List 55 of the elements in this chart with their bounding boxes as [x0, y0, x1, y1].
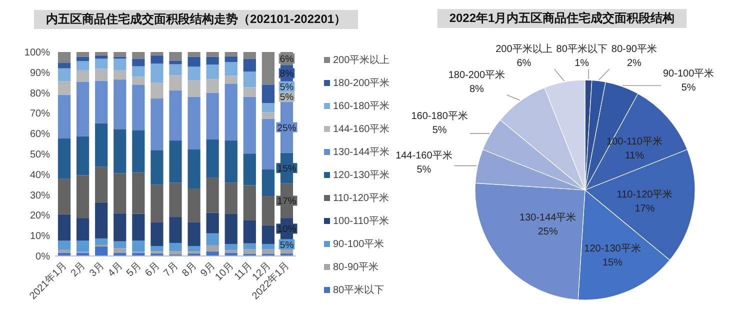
legend-label: 80-90平米 — [333, 261, 379, 273]
y-tick-label: 80% — [30, 88, 50, 100]
data-label: 15% — [277, 164, 297, 175]
y-tick-label: 20% — [30, 210, 50, 222]
y-tick-label: 70% — [30, 108, 50, 120]
legend-label: 80平米以下 — [333, 284, 384, 296]
legend-label: 180-200平米 — [333, 77, 390, 89]
y-tick-label: 40% — [30, 170, 50, 181]
legend-label: 100-110平米 — [333, 215, 389, 227]
data-label: 8% — [469, 84, 484, 95]
y-tick-label: 50% — [30, 150, 50, 160]
legend-label: 120-130平米 — [333, 169, 390, 181]
legend-label: 144-160平米 — [333, 123, 390, 135]
data-label: 5% — [681, 82, 696, 94]
x-tick-label: 8月 — [180, 260, 200, 280]
slice-label: 160-180平米 — [411, 110, 468, 122]
data-label: 5% — [280, 82, 294, 93]
y-tick-label: 100% — [24, 48, 50, 58]
data-label: 17% — [277, 196, 297, 208]
slice-label: 80-90平米 — [611, 43, 658, 56]
legend-label: 90-100平米 — [333, 238, 384, 250]
chart-title: 内五区商品住宅成交面积段结构走势（202101-202201） — [46, 12, 346, 26]
x-tick-label: 6月 — [143, 260, 162, 280]
slice-label: 90-100平米 — [663, 68, 714, 80]
legend-label: 130-144平米 — [333, 146, 390, 158]
data-label: 6% — [516, 58, 532, 70]
slice-label: 200平米以上 — [496, 43, 552, 56]
slice-label: 180-200平米 — [448, 68, 506, 81]
slice-label: 80平米以下 — [556, 43, 608, 56]
data-label: 1% — [574, 58, 590, 70]
y-tick-label: 0% — [36, 252, 50, 262]
data-label: 5% — [416, 164, 432, 176]
x-tick-label: 5月 — [124, 260, 144, 280]
x-tick-label: 4月 — [106, 260, 126, 280]
x-tick-label: 2月 — [69, 260, 88, 280]
legend-label: 200平米以上 — [333, 54, 390, 66]
legend-label: 160-180平米 — [333, 100, 390, 112]
data-label: 25% — [277, 122, 297, 134]
y-tick-label: 30% — [30, 190, 50, 202]
y-tick-label: 90% — [30, 68, 50, 79]
x-tick-label: 10月 — [214, 260, 236, 284]
slice-label: 144-160平米 — [396, 149, 452, 162]
data-label: 5% — [432, 124, 447, 136]
data-label: 10% — [277, 224, 297, 236]
data-label: 5% — [280, 92, 294, 104]
y-tick-label: 10% — [30, 231, 50, 242]
x-tick-label: 7月 — [162, 260, 181, 280]
y-tick-label: 60% — [30, 129, 50, 140]
x-tick-label: 3月 — [88, 260, 106, 280]
chart-title: 2022年1月内五区商品住宅成交面积段结构 — [449, 11, 675, 25]
data-label: 6% — [280, 54, 294, 66]
data-label: 5% — [280, 240, 294, 251]
legend-label: 110-120平米 — [333, 192, 389, 204]
data-label: 8% — [280, 68, 294, 80]
data-label: 2% — [626, 58, 642, 70]
